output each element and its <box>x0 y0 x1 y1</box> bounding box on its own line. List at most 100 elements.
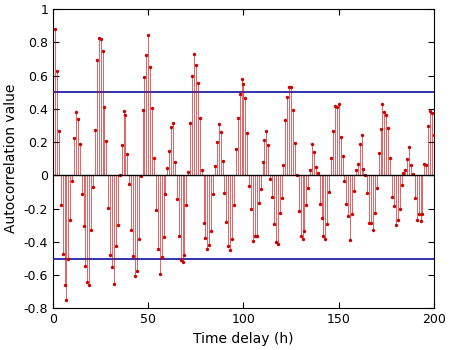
Point <box>392 223 400 228</box>
Point <box>402 167 409 173</box>
Point <box>183 202 190 208</box>
Point <box>194 80 202 86</box>
Point <box>362 173 369 178</box>
Point <box>152 207 159 213</box>
Point <box>164 165 171 170</box>
Point <box>90 184 97 190</box>
Point <box>263 128 270 134</box>
Point <box>61 282 68 288</box>
Point <box>261 137 268 143</box>
Point <box>270 221 278 226</box>
Point <box>171 159 179 164</box>
Point <box>430 132 437 138</box>
Point <box>407 162 414 168</box>
Point <box>219 158 226 164</box>
Point <box>118 142 125 148</box>
Point <box>253 233 261 239</box>
Point <box>173 197 180 202</box>
Point <box>286 84 293 90</box>
Point <box>269 195 276 200</box>
Point <box>217 129 224 135</box>
Point <box>86 282 93 288</box>
Point <box>76 141 83 147</box>
Point <box>255 201 262 206</box>
Point <box>284 94 291 100</box>
Point <box>348 211 356 217</box>
Point <box>289 107 297 113</box>
Point <box>248 206 255 212</box>
Point <box>303 202 310 208</box>
Point <box>387 155 394 160</box>
Point <box>411 196 418 201</box>
Point <box>299 237 306 242</box>
Point <box>400 170 407 176</box>
Point <box>72 109 80 114</box>
Point <box>413 217 420 223</box>
Point <box>82 263 89 268</box>
Point <box>415 211 422 217</box>
Point <box>301 228 308 233</box>
Point <box>394 217 401 223</box>
Point <box>167 125 175 130</box>
Point <box>274 241 281 247</box>
Point <box>354 161 361 167</box>
Point <box>101 104 108 110</box>
Point <box>130 253 137 259</box>
Point <box>223 219 230 224</box>
Point <box>324 221 331 226</box>
Point <box>147 64 154 69</box>
Point <box>198 167 205 173</box>
Point <box>57 202 64 208</box>
Point <box>312 164 319 170</box>
Point <box>308 141 315 147</box>
Point <box>99 48 106 54</box>
Point <box>200 220 207 226</box>
Point <box>212 163 219 169</box>
Point <box>97 36 104 42</box>
Point <box>68 178 76 184</box>
Point <box>215 121 222 127</box>
Point <box>341 178 348 184</box>
Point <box>190 51 198 56</box>
Point <box>209 192 216 197</box>
Point <box>226 247 234 253</box>
Point <box>369 228 377 233</box>
Point <box>257 187 264 192</box>
Point <box>364 190 371 196</box>
Point <box>120 108 127 114</box>
Point <box>107 253 114 258</box>
Point <box>345 213 352 218</box>
Point <box>110 282 117 287</box>
Point <box>88 227 95 233</box>
Point <box>293 172 301 178</box>
Point <box>55 128 63 134</box>
Point <box>196 116 203 121</box>
Point <box>419 211 426 217</box>
Point <box>137 173 144 178</box>
Point <box>242 95 249 101</box>
Point <box>84 279 91 285</box>
Point <box>133 269 140 274</box>
Point <box>310 149 318 155</box>
Point <box>126 181 133 187</box>
Point <box>91 128 99 133</box>
Point <box>282 117 289 123</box>
Point <box>116 172 123 177</box>
Point <box>373 185 380 191</box>
Point <box>371 210 378 216</box>
Point <box>266 176 274 182</box>
Point <box>135 236 142 241</box>
Point <box>207 228 215 234</box>
Point <box>259 159 266 164</box>
Point <box>108 265 116 270</box>
Point <box>320 233 327 239</box>
Point <box>160 234 167 240</box>
Point <box>339 153 346 159</box>
Point <box>404 156 411 162</box>
Point <box>328 155 335 161</box>
X-axis label: Time delay (h): Time delay (h) <box>193 332 294 346</box>
Point <box>131 274 139 279</box>
Point <box>150 155 158 161</box>
Point <box>238 76 245 81</box>
Point <box>112 244 120 249</box>
